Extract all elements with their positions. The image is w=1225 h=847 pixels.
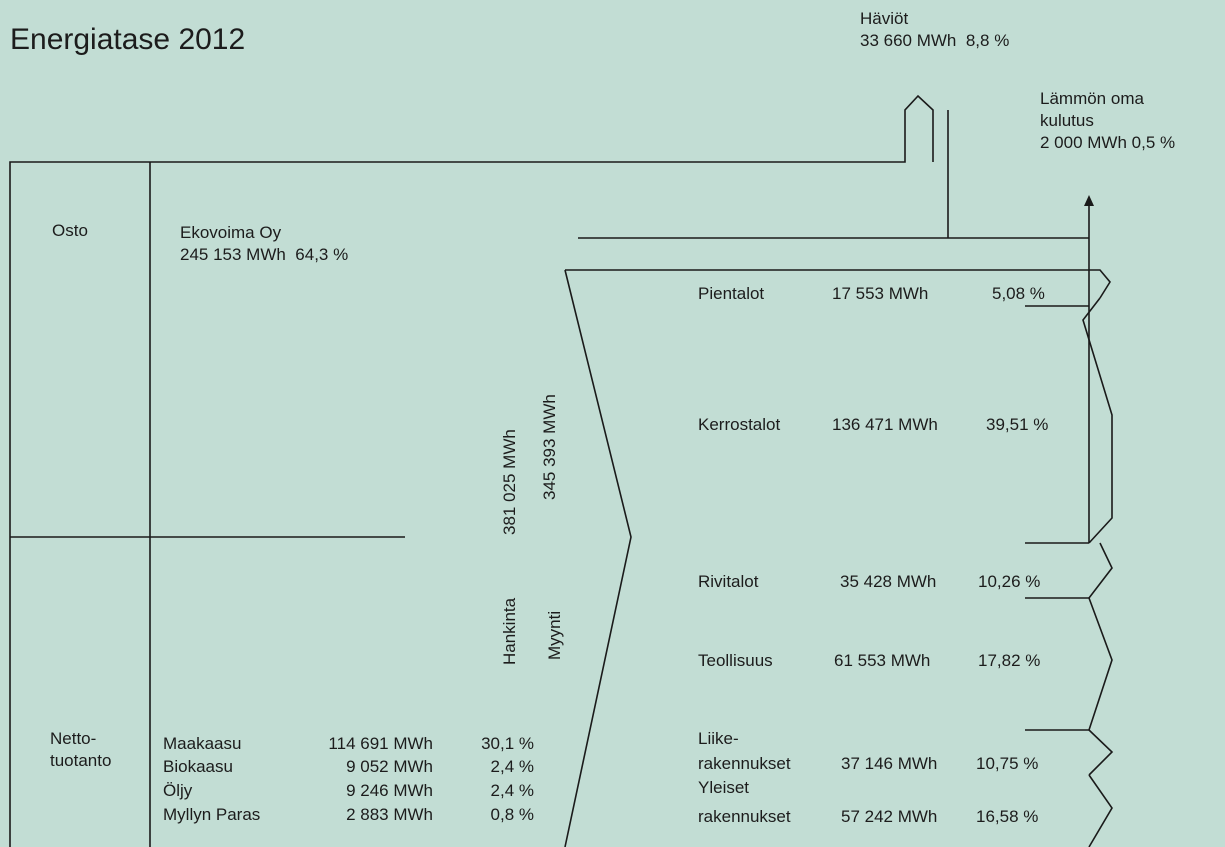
consumer-value: 136 471 MWh: [832, 415, 938, 434]
fuel-percent: 30,1 %: [481, 734, 534, 753]
page-title: Energiatase 2012: [10, 23, 246, 56]
fuel-name: Myllyn Paras: [163, 805, 261, 824]
consumer-name: Kerrostalot: [698, 415, 781, 434]
losses-value: 33 660 MWh 8,8 %: [860, 30, 1009, 51]
consumer-percent: 17,82 %: [978, 651, 1041, 670]
fuel-name: Maakaasu: [163, 734, 242, 753]
consumer-value: 57 242 MWh: [841, 807, 938, 826]
edge-pientalot: [1082, 297, 1113, 544]
netto-label-2: tuotanto: [50, 751, 112, 770]
own-use-label-1: Lämmön oma: [1040, 89, 1144, 108]
consumer-percent: 5,08 %: [992, 284, 1045, 303]
consumer-name-line-2: rakennukset: [698, 807, 791, 826]
edge-rivitalot: [1088, 542, 1113, 599]
fuel-percent: 0,8 %: [490, 805, 534, 824]
supplier-value: 245 153 MWh 64,3 %: [180, 244, 348, 265]
consumer-name: Rivitalot: [698, 572, 759, 591]
losses-percent: 8,8 %: [965, 31, 1010, 50]
procurement-label: Hankinta: [500, 597, 519, 665]
netto-label-1: Netto-: [50, 729, 97, 748]
fuel-value: 9 246 MWh: [346, 781, 433, 800]
consumer-value: 17 553 MWh: [832, 284, 929, 303]
consumer-name-line-1: Liike-: [698, 729, 739, 748]
edge-liike: [1088, 729, 1114, 776]
consumer-name: Pientalot: [698, 284, 765, 303]
chevron-left-edge: [564, 269, 632, 847]
fuel-value: 114 691 MWh: [328, 734, 433, 753]
consumer-name-line-1: Yleiset: [698, 778, 750, 797]
fuel-name: Biokaasu: [163, 757, 233, 776]
fuel-value: 2 883 MWh: [346, 805, 433, 824]
consumer-percent: 16,58 %: [976, 807, 1039, 826]
sales-label: Myynti: [545, 610, 564, 660]
edge-teollisuus: [1088, 597, 1113, 731]
consumer-name-line-2: rakennukset: [698, 754, 791, 773]
central-chevron: [565, 269, 1111, 299]
losses-mwh: 33 660 MWh: [860, 31, 957, 50]
sales-value: 345 393 MWh: [540, 394, 559, 500]
consumer-percent: 39,51 %: [986, 415, 1049, 434]
fuel-name: Öljy: [163, 781, 193, 800]
consumer-value: 61 553 MWh: [834, 651, 931, 670]
supplier-mwh: 245 153 MWh: [180, 245, 286, 264]
edge-yleiset: [1088, 774, 1113, 847]
own-use-value: 2 000 MWh 0,5 %: [1040, 132, 1175, 153]
consumer-name: Teollisuus: [698, 651, 773, 670]
own-use-label-2: kulutus: [1040, 111, 1094, 130]
input-frame-top: [9, 94, 934, 847]
consumer-value: 37 146 MWh: [841, 754, 938, 773]
own-use-percent: 0,5 %: [1131, 133, 1176, 152]
losses-label: Häviöt: [860, 9, 909, 28]
procurement-value: 381 025 MWh: [500, 429, 519, 535]
consumer-value: 35 428 MWh: [840, 572, 937, 591]
fuel-percent: 2,4 %: [490, 781, 534, 800]
osto-label: Osto: [52, 221, 88, 240]
own-use-mwh: 2 000 MWh: [1040, 133, 1127, 152]
own-use-arrow-head: [1084, 195, 1094, 206]
fuel-percent: 2,4 %: [490, 757, 534, 776]
fuel-value: 9 052 MWh: [346, 757, 433, 776]
supplier-name: Ekovoima Oy: [180, 223, 282, 242]
consumer-percent: 10,26 %: [978, 572, 1041, 591]
supplier-percent: 64,3 %: [295, 245, 349, 264]
consumer-percent: 10,75 %: [976, 754, 1039, 773]
